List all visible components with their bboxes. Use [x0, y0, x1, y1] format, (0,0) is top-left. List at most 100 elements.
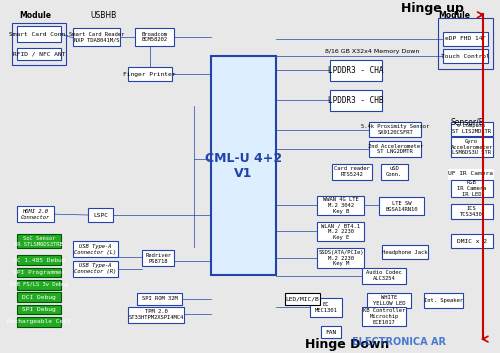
Text: USB Type-A
Connector (L): USB Type-A Connector (L)	[74, 244, 116, 255]
FancyBboxPatch shape	[142, 250, 174, 266]
Text: Int. Speaker: Int. Speaker	[424, 298, 463, 303]
FancyBboxPatch shape	[330, 60, 382, 81]
Text: FAN: FAN	[325, 330, 336, 335]
Text: Hinge up: Hinge up	[402, 2, 464, 15]
Text: DCI Debug: DCI Debug	[22, 295, 56, 300]
FancyBboxPatch shape	[74, 241, 118, 257]
FancyBboxPatch shape	[88, 208, 112, 222]
Text: Headphone Jack: Headphone Jack	[382, 250, 428, 255]
FancyBboxPatch shape	[128, 67, 172, 81]
FancyBboxPatch shape	[362, 268, 406, 284]
Text: USB Type-A
Connector (R): USB Type-A Connector (R)	[74, 263, 116, 274]
FancyBboxPatch shape	[310, 298, 342, 317]
FancyBboxPatch shape	[321, 326, 340, 339]
Text: LED/MIC/B: LED/MIC/B	[286, 296, 320, 301]
FancyBboxPatch shape	[379, 197, 424, 215]
FancyBboxPatch shape	[424, 293, 463, 309]
Text: Smart Card Reader
NXP TDA8041M/S: Smart Card Reader NXP TDA8041M/S	[69, 32, 124, 42]
Text: WLAN / BT4.1
M.2 2230
Key E: WLAN / BT4.1 M.2 2230 Key E	[322, 223, 360, 240]
Text: EC
MEC1301: EC MEC1301	[314, 302, 338, 313]
FancyBboxPatch shape	[16, 206, 54, 222]
Text: Finger Printer: Finger Printer	[124, 72, 176, 77]
FancyBboxPatch shape	[16, 268, 61, 277]
FancyBboxPatch shape	[16, 255, 61, 265]
FancyBboxPatch shape	[444, 32, 488, 46]
FancyBboxPatch shape	[362, 307, 406, 326]
Text: DMIC x 2: DMIC x 2	[456, 239, 486, 244]
FancyBboxPatch shape	[74, 261, 118, 277]
FancyBboxPatch shape	[318, 249, 364, 268]
Text: Module: Module	[19, 11, 51, 20]
FancyBboxPatch shape	[380, 164, 408, 180]
Text: SSDS(ATA/PCIe)
M.2 2230
Key M: SSDS(ATA/PCIe) M.2 2230 Key M	[318, 250, 364, 267]
FancyBboxPatch shape	[138, 293, 182, 305]
Text: SPI Programmer: SPI Programmer	[12, 270, 65, 275]
Text: HDMI 2.0
Connector: HDMI 2.0 Connector	[20, 209, 50, 220]
FancyBboxPatch shape	[367, 293, 411, 309]
FancyBboxPatch shape	[382, 245, 428, 259]
Text: Touch Control: Touch Control	[441, 54, 490, 59]
FancyBboxPatch shape	[286, 293, 320, 305]
Text: LSPC: LSPC	[93, 213, 108, 217]
Text: Card reader
RTS5242: Card reader RTS5242	[334, 166, 370, 177]
Text: e-compass
ST LIS2MDLTR: e-compass ST LIS2MDLTR	[452, 123, 491, 134]
Text: 8/16 GB X32x4 Memory Down: 8/16 GB X32x4 Memory Down	[325, 49, 419, 54]
Text: eDP FHD 14": eDP FHD 14"	[445, 36, 486, 41]
FancyBboxPatch shape	[16, 26, 61, 42]
Text: EC 1.485 Debug: EC 1.485 Debug	[12, 258, 65, 263]
FancyBboxPatch shape	[318, 196, 364, 215]
Text: LPDDR3 - CHB: LPDDR3 - CHB	[328, 96, 384, 105]
FancyBboxPatch shape	[450, 234, 492, 249]
Text: Module: Module	[438, 11, 470, 20]
FancyBboxPatch shape	[448, 169, 492, 179]
Text: USBHB: USBHB	[90, 11, 117, 20]
Text: LTE SW
BGSA14RN10: LTE SW BGSA14RN10	[385, 201, 418, 211]
FancyBboxPatch shape	[16, 48, 61, 60]
FancyBboxPatch shape	[74, 28, 120, 46]
Text: Redriver
PS8718: Redriver PS8718	[146, 253, 172, 264]
FancyBboxPatch shape	[450, 121, 492, 136]
Text: RGB
IR Camera
IR LED: RGB IR Camera IR LED	[457, 180, 486, 197]
FancyBboxPatch shape	[16, 292, 61, 302]
Text: Smart Card Conn.: Smart Card Conn.	[9, 32, 69, 37]
Text: Rechargeable Cell: Rechargeable Cell	[7, 319, 70, 324]
FancyBboxPatch shape	[450, 180, 492, 197]
Text: SPI Debug: SPI Debug	[22, 307, 56, 312]
Text: ICS
TCS3430: ICS TCS3430	[460, 206, 483, 217]
Text: 2nd Accelerometer
ST LNG2DMTR: 2nd Accelerometer ST LNG2DMTR	[368, 144, 423, 154]
Text: WHITE
YELLOW LED: WHITE YELLOW LED	[373, 295, 406, 306]
Text: SoC Sensor
AR STLSM6DS3TRB: SoC Sensor AR STLSM6DS3TRB	[14, 236, 63, 247]
FancyBboxPatch shape	[16, 317, 61, 327]
Text: SPI ROM 32M: SPI ROM 32M	[142, 296, 178, 301]
FancyBboxPatch shape	[444, 49, 488, 64]
FancyBboxPatch shape	[16, 234, 61, 249]
Text: Hinge Down: Hinge Down	[305, 338, 390, 351]
FancyBboxPatch shape	[16, 305, 61, 315]
Text: uSD
Conn.: uSD Conn.	[386, 166, 402, 177]
FancyBboxPatch shape	[370, 141, 421, 157]
Text: Gyro
Accelerometer
LSM6DS3U STR: Gyro Accelerometer LSM6DS3U STR	[450, 139, 493, 155]
Text: USB FS/LS 3v Debug: USB FS/LS 3v Debug	[10, 282, 68, 287]
FancyBboxPatch shape	[318, 222, 364, 241]
Text: RFID / NFC ANT: RFID / NFC ANT	[12, 51, 65, 56]
Text: Audio Codec
ALC3254: Audio Codec ALC3254	[366, 270, 402, 281]
Text: UF IR Camera: UF IR Camera	[448, 171, 493, 176]
FancyBboxPatch shape	[16, 280, 61, 290]
Text: 5.4k Proximity Sensor
SX9120CSFRT: 5.4k Proximity Sensor SX9120CSFRT	[361, 124, 430, 135]
FancyBboxPatch shape	[212, 56, 276, 275]
FancyBboxPatch shape	[450, 137, 492, 157]
Text: WWAN 4G LTE
M.2 3042
Key B: WWAN 4G LTE M.2 3042 Key B	[323, 197, 359, 214]
FancyBboxPatch shape	[135, 28, 174, 46]
FancyBboxPatch shape	[332, 164, 372, 180]
Text: ELECTRONICA AR: ELECTRONICA AR	[352, 337, 446, 347]
FancyBboxPatch shape	[450, 204, 492, 219]
FancyBboxPatch shape	[330, 90, 382, 111]
FancyBboxPatch shape	[128, 307, 184, 323]
Text: Sensor/B: Sensor/B	[450, 117, 484, 126]
Text: Broadcom
BCM58202: Broadcom BCM58202	[142, 32, 168, 42]
FancyBboxPatch shape	[370, 121, 421, 137]
Text: CML-U 4+2
V1: CML-U 4+2 V1	[205, 152, 282, 180]
Text: KB Controller
Microchip
ECE1017: KB Controller Microchip ECE1017	[363, 308, 405, 325]
Text: LPDDR3 - CHA: LPDDR3 - CHA	[328, 66, 384, 75]
Text: TPM 2.0
ST33HTPM2XSPI4MC4: TPM 2.0 ST33HTPM2XSPI4MC4	[128, 309, 184, 320]
